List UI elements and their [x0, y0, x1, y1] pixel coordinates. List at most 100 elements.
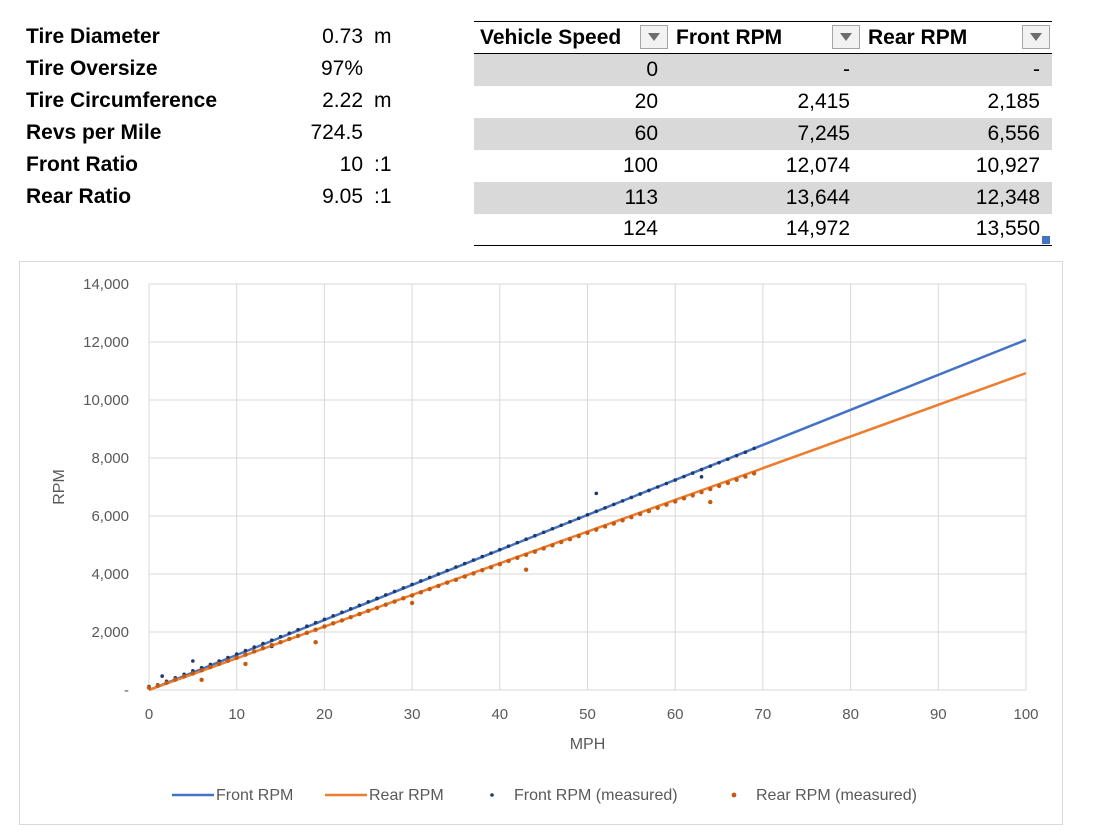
- column-header-label: Vehicle Speed: [480, 25, 622, 49]
- filter-dropdown-button[interactable]: [832, 25, 860, 49]
- front-measured-point: [559, 523, 563, 528]
- front-measured-point: [752, 446, 756, 451]
- x-tick-label: 60: [667, 706, 684, 723]
- front-measured-point: [445, 568, 449, 573]
- table-cell[interactable]: -: [862, 53, 1052, 86]
- rear-measured-point: [304, 630, 310, 636]
- rear-measured-point: [558, 539, 564, 545]
- rear-measured-point: [488, 565, 494, 570]
- table-cell[interactable]: 14,972: [670, 213, 862, 246]
- front-measured-point: [620, 499, 625, 503]
- front-measured-point: [524, 537, 528, 541]
- rear-measured-point: [322, 624, 327, 629]
- table-cell[interactable]: 10,927: [975, 153, 1040, 177]
- rear-measured-point: [506, 558, 511, 564]
- y-tick-label: 10,000: [83, 392, 129, 409]
- table-resize-handle[interactable]: [1042, 236, 1050, 244]
- rear-measured-point: [409, 600, 415, 606]
- table-cell[interactable]: 2,415: [797, 89, 850, 113]
- parameter-label: Tire Circumference: [26, 89, 218, 112]
- filter-dropdown-button[interactable]: [640, 25, 668, 49]
- parameter-value: 10: [339, 153, 363, 176]
- front-measured-point: [252, 645, 257, 649]
- front-measured-point: [269, 638, 274, 642]
- y-tick-label: 4,000: [91, 566, 129, 583]
- front-measured-point: [383, 593, 388, 597]
- front-measured-point: [734, 453, 739, 458]
- table-cell[interactable]: 20: [634, 89, 658, 113]
- rear-measured-point: [594, 527, 599, 532]
- table-cell[interactable]: 113: [474, 181, 670, 214]
- front-measured-point: [568, 520, 572, 524]
- rear-measured-point: [611, 521, 617, 526]
- front-measured-point: [234, 652, 239, 656]
- rear-measured-point: [366, 608, 371, 614]
- table-cell[interactable]: 12,348: [862, 181, 1052, 214]
- front-measured-point: [638, 492, 642, 496]
- front-measured-point: [682, 474, 686, 479]
- table-cell[interactable]: 60: [474, 117, 670, 150]
- x-tick-label: 0: [145, 706, 153, 723]
- y-axis-title: RPM: [51, 469, 68, 505]
- front-measured-point: [392, 589, 397, 594]
- table-cell[interactable]: 7,245: [670, 117, 862, 150]
- front-measured-point: [471, 558, 476, 562]
- front-measured-point: [480, 554, 485, 559]
- front-measured-point: [533, 533, 537, 538]
- rear-measured-point: [243, 661, 248, 667]
- rear-measured-point: [637, 511, 643, 517]
- legend-dot-marker: [731, 792, 737, 798]
- table-header-row: Vehicle Speed Front RPM Rear RPM: [474, 21, 1052, 54]
- parameter-value: 97%: [320, 57, 363, 80]
- filter-dropdown-button[interactable]: [1022, 25, 1050, 49]
- parameter-label: Rear Ratio: [26, 185, 132, 208]
- rear-measured-point: [523, 552, 529, 558]
- rear-measured-point: [374, 605, 380, 611]
- rear-measured-point: [330, 621, 336, 626]
- front-measured-point: [612, 502, 616, 507]
- table-cell[interactable]: 124: [474, 213, 670, 246]
- front-measured-point: [664, 481, 669, 486]
- y-tick-label: -: [124, 682, 129, 699]
- table-cell[interactable]: 13,550: [862, 213, 1052, 246]
- rear-measured-point: [708, 486, 713, 492]
- front-measured-point: [489, 551, 493, 555]
- front-measured-point: [690, 471, 695, 475]
- rear-measured-point: [269, 642, 274, 648]
- rear-measured-point: [523, 567, 529, 572]
- table-cell[interactable]: 12,074: [785, 153, 850, 177]
- rear-measured-point: [497, 561, 502, 567]
- rear-measured-point: [243, 652, 248, 657]
- front-measured-point: [375, 596, 379, 601]
- table-cell[interactable]: 13,644: [670, 181, 862, 214]
- rpm-vs-mph-chart: - 2,000 4,000 6,000 8,000 10,000 12,000 14,000 0…: [51, 276, 1039, 804]
- x-tick-label: 10: [228, 706, 245, 723]
- x-tick-label: 100: [1013, 706, 1038, 723]
- x-axis-title: MPH: [570, 736, 606, 753]
- table-cell[interactable]: 0: [474, 53, 670, 86]
- rear-measured-point: [260, 646, 266, 651]
- rear-measured-point: [515, 555, 520, 560]
- front-measured-point: [313, 620, 318, 625]
- x-tick-label: 80: [842, 706, 859, 723]
- rear-measured-point: [541, 546, 546, 551]
- front-measured-point: [699, 475, 704, 479]
- table-cell[interactable]: 2,185: [987, 89, 1040, 113]
- y-tick-label: 14,000: [83, 276, 129, 293]
- rear-measured-point: [708, 499, 713, 505]
- rear-measured-point: [409, 593, 415, 598]
- rear-measured-point: [646, 508, 652, 514]
- table-cell[interactable]: 100: [622, 153, 658, 177]
- rear-measured-point: [216, 661, 222, 667]
- table-cell[interactable]: -: [670, 53, 862, 86]
- y-tick-label: 8,000: [91, 450, 129, 467]
- y-tick-label: 12,000: [83, 334, 129, 351]
- table-cell[interactable]: 6,556: [862, 117, 1052, 150]
- rear-measured-point: [181, 674, 187, 679]
- column-header-front-rpm: Front RPM: [670, 21, 862, 54]
- chart-area[interactable]: - 2,000 4,000 6,000 8,000 10,000 12,000 14,000 0…: [19, 261, 1063, 825]
- rear-measured-point: [164, 680, 169, 685]
- rear-measured-point: [427, 586, 432, 592]
- front-measured-point: [576, 516, 581, 521]
- front-measured-point: [296, 627, 300, 632]
